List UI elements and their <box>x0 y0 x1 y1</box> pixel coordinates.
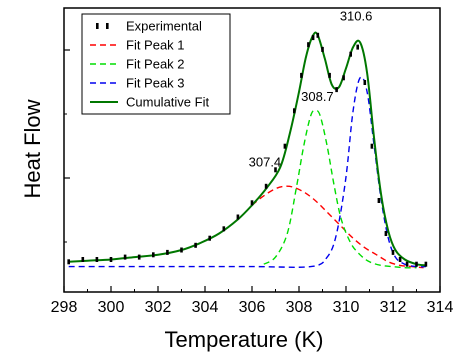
x-tick-label: 306 <box>239 299 266 316</box>
data-point <box>264 183 268 189</box>
legend: Experimental Fit Peak 1 Fit Peak 2 Fit Peak… <box>81 13 231 115</box>
data-point <box>405 261 409 267</box>
legend-box <box>81 13 231 115</box>
data-point <box>415 261 418 267</box>
legend-label: Experimental <box>126 19 202 34</box>
x-tick-label: 314 <box>427 299 454 316</box>
data-point <box>349 51 352 57</box>
data-point <box>137 254 141 260</box>
y-axis-title: Heat Flow <box>20 99 45 198</box>
data-point <box>363 80 367 85</box>
data-point <box>384 231 388 236</box>
data-point <box>180 247 183 253</box>
x-tick-label: 312 <box>380 299 407 316</box>
x-tick-label: 304 <box>192 299 219 316</box>
data-point <box>391 249 395 255</box>
data-point <box>222 226 226 232</box>
axes: 298 300 302 304 306 308 310 312 314 <box>51 7 454 316</box>
data-point <box>370 143 374 149</box>
data-point <box>166 249 169 255</box>
data-point <box>95 257 99 262</box>
data-point <box>208 235 211 241</box>
x-tick-label: 302 <box>145 299 172 316</box>
legend-label: Cumulative Fit <box>126 95 209 110</box>
x-tick-label: 308 <box>286 299 313 316</box>
peak-annotations: 307.4 308.7 310.6 <box>249 8 373 169</box>
data-point <box>152 252 155 258</box>
x-tick-label: 300 <box>98 299 125 316</box>
data-point <box>250 200 254 206</box>
data-point <box>307 42 310 48</box>
legend-label: Fit Peak 1 <box>126 38 185 53</box>
data-point <box>398 257 402 262</box>
data-point <box>356 44 359 50</box>
data-point <box>123 254 127 260</box>
peak-label: 307.4 <box>249 154 282 169</box>
legend-label: Fit Peak 2 <box>126 57 185 72</box>
data-point <box>300 72 303 78</box>
data-point <box>81 257 85 262</box>
x-tick-label: 310 <box>333 299 360 316</box>
data-point <box>377 198 381 203</box>
legend-swatch <box>106 23 109 29</box>
series-fit-peak-2 <box>263 110 417 269</box>
data-point <box>274 167 277 173</box>
data-point <box>67 259 70 265</box>
data-point <box>283 143 287 149</box>
peak-label: 310.6 <box>340 8 373 23</box>
series-fit-peak-1 <box>251 185 424 269</box>
x-tick-label: 298 <box>51 299 78 316</box>
data-point <box>321 46 324 52</box>
data-point <box>293 108 296 114</box>
series-layer <box>67 31 428 269</box>
data-point <box>335 87 338 93</box>
x-axis-title: Temperature (K) <box>165 327 324 352</box>
legend-swatch <box>96 23 99 29</box>
data-point <box>424 261 428 267</box>
data-point <box>316 32 320 38</box>
data-point <box>328 72 331 78</box>
series-fit-peak-3 <box>68 76 426 268</box>
data-point <box>311 35 315 41</box>
series-experimental <box>67 32 428 267</box>
legend-label: Fit Peak 3 <box>126 76 185 91</box>
data-point <box>342 75 345 81</box>
data-point <box>109 257 113 262</box>
data-point <box>194 242 197 248</box>
data-point <box>236 214 240 220</box>
peak-label: 308.7 <box>301 89 334 104</box>
